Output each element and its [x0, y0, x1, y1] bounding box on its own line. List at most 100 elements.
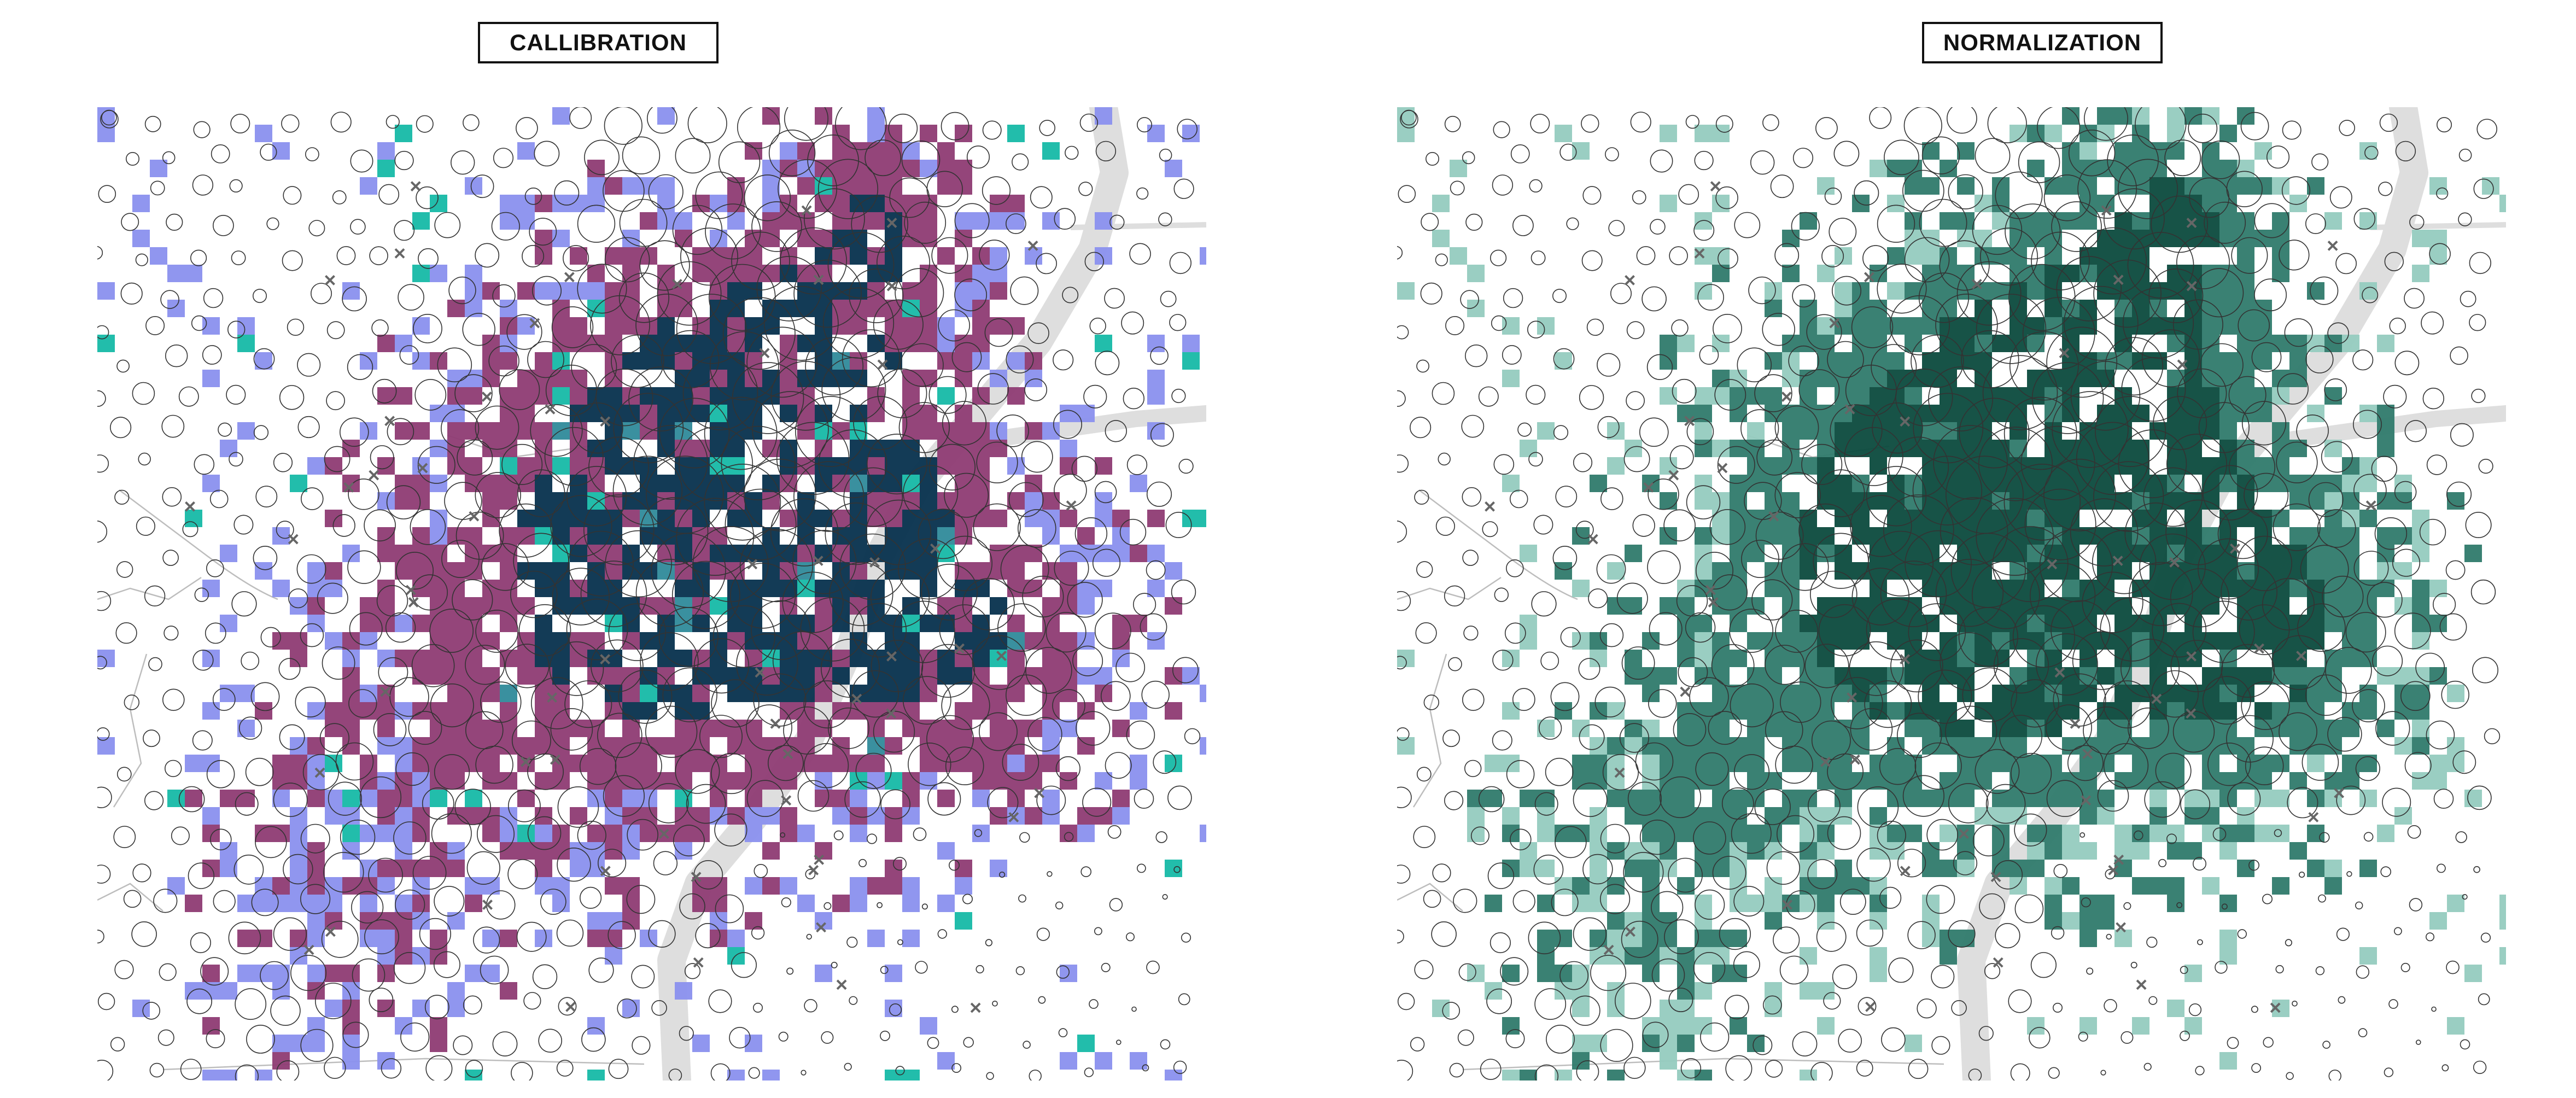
- station-circle: [1575, 521, 1594, 539]
- station-circle: [376, 585, 408, 617]
- heat-cell: [2184, 527, 2202, 545]
- station-circle: [2207, 742, 2251, 786]
- heat-cell: [2254, 142, 2272, 160]
- station-circle: [1815, 117, 1838, 139]
- heat-cell: [535, 352, 552, 370]
- heat-cell: [1660, 930, 1677, 947]
- heat-cell: [2254, 772, 2272, 790]
- station-circle: [973, 503, 1021, 551]
- heat-cell: [587, 282, 605, 300]
- station-circle: [671, 560, 740, 629]
- heat-cell: [412, 1000, 430, 1017]
- station-circle: [350, 219, 366, 235]
- station-circle: [2226, 715, 2274, 763]
- station-circle: [1933, 425, 2008, 500]
- station-circle: [493, 148, 514, 168]
- sensor-cross: [529, 318, 540, 329]
- station-circle: [1410, 1037, 1425, 1052]
- station-circle: [744, 174, 791, 221]
- heat-cell: [1782, 562, 1800, 580]
- heat-cell: [2219, 475, 2237, 492]
- station-circle: [1697, 284, 1724, 311]
- heat-cell: [622, 545, 640, 562]
- heat-cell: [500, 317, 517, 335]
- heat-cell: [272, 772, 290, 790]
- heat-cell: [780, 685, 797, 702]
- heat-cell: [1905, 790, 1922, 807]
- heat-cell: [307, 1035, 325, 1052]
- station-circle: [618, 669, 673, 724]
- station-circle: [1397, 656, 1407, 670]
- station-circle: [928, 443, 976, 491]
- station-circle: [511, 720, 551, 760]
- heat-cell: [657, 195, 675, 212]
- heat-cell: [710, 667, 727, 685]
- heat-cell: [762, 580, 780, 597]
- heat-cell: [1870, 877, 1887, 895]
- station-circle: [2338, 996, 2346, 1004]
- sensor-cross: [1625, 274, 1635, 285]
- station-circle: [615, 742, 662, 790]
- station-circle: [1095, 351, 1120, 376]
- heat-cell: [1887, 755, 1905, 772]
- heat-cell: [1502, 1070, 1520, 1081]
- heat-cell: [937, 422, 955, 440]
- station-circle: [350, 149, 373, 173]
- heat-cell: [920, 755, 937, 772]
- heat-cell: [1025, 492, 1042, 510]
- station-circle: [1478, 386, 1499, 407]
- heat-cell: [902, 597, 920, 615]
- heat-cell: [587, 177, 605, 195]
- heat-cell: [465, 265, 482, 282]
- station-circle: [684, 963, 701, 979]
- heat-cell: [1677, 580, 1695, 597]
- sensor-cross: [1847, 692, 1857, 703]
- station-circle: [142, 1002, 160, 1020]
- heat-cell: [745, 772, 762, 790]
- station-circle: [712, 605, 775, 668]
- station-circle: [1856, 919, 1884, 947]
- sensor-cross: [1680, 686, 1691, 697]
- station-circle: [752, 391, 829, 468]
- station-circle: [132, 863, 151, 883]
- heat-cell: [2184, 387, 2202, 405]
- station-circle: [1024, 378, 1048, 401]
- heat-cell: [675, 440, 692, 457]
- station-circle: [2008, 989, 2032, 1013]
- station-circle: [425, 1055, 453, 1081]
- heat-cell: [570, 755, 587, 772]
- heat-cell: [570, 387, 587, 405]
- station-circle: [305, 147, 319, 162]
- heat-cell: [1590, 842, 1607, 860]
- heat-cell: [465, 282, 482, 300]
- station-circle: [1719, 918, 1751, 950]
- heat-cell: [1147, 580, 1165, 597]
- station-circle: [416, 115, 434, 133]
- heat-cell: [2359, 702, 2377, 720]
- heat-cell: [692, 1035, 710, 1052]
- heat-cell: [2097, 737, 2114, 755]
- station-circle: [2419, 518, 2446, 546]
- heat-cell: [552, 317, 570, 335]
- heat-cell: [972, 212, 990, 230]
- station-circle: [2335, 253, 2357, 274]
- heat-cell: [1432, 1000, 1450, 1017]
- heat-cell: [2027, 772, 2045, 790]
- heat-cell: [2184, 842, 2202, 860]
- station-circle: [2315, 966, 2325, 976]
- heat-cell: [290, 737, 307, 755]
- station-circle: [1503, 288, 1523, 308]
- station-circle: [1762, 995, 1782, 1015]
- heat-cell: [2254, 615, 2272, 632]
- station-circle: [457, 439, 493, 476]
- station-circle: [898, 402, 950, 453]
- heat-cell: [937, 790, 955, 807]
- heat-cell: [815, 650, 832, 667]
- heat-cell: [622, 755, 640, 772]
- road: [97, 576, 202, 600]
- heat-cell: [990, 247, 1007, 265]
- station-circle: [1811, 720, 1851, 760]
- heat-cell: [377, 1052, 395, 1070]
- heat-cell: [2045, 492, 2062, 510]
- station-circle: [453, 1035, 473, 1055]
